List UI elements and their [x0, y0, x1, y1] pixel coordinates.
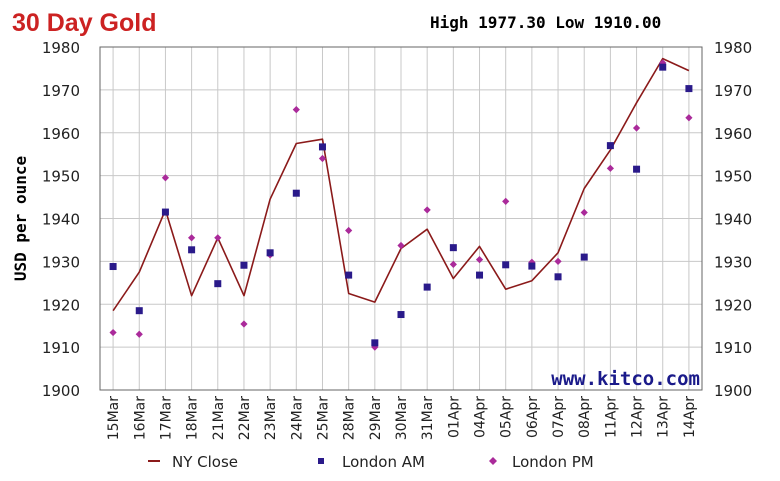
london-am-point	[109, 263, 117, 271]
x-tick-label: 13Apr	[656, 396, 672, 438]
london-am-point	[188, 246, 196, 254]
london-pm-point	[502, 197, 510, 205]
london-pm-point	[685, 114, 693, 122]
y-tick-label-right: 1950	[714, 168, 752, 186]
london-am-point	[502, 261, 510, 269]
london-am-point	[554, 273, 562, 281]
legend-label-london-pm: London PM	[512, 453, 594, 471]
x-tick-label: 12Apr	[630, 396, 646, 438]
london-pm-point	[449, 260, 457, 268]
london-am-point	[476, 271, 484, 279]
x-tick-label: 21Mar	[211, 396, 227, 440]
x-tick-label: 18Mar	[185, 396, 201, 440]
london-am-point	[345, 271, 353, 279]
x-tick-label: 15Mar	[106, 396, 122, 440]
legend-swatch-london-am	[318, 458, 324, 464]
london-am-point	[423, 283, 431, 291]
london-pm-point	[632, 124, 641, 132]
y-tick-label-right: 1940	[714, 211, 752, 229]
high-label: High	[430, 13, 469, 32]
london-pm-point	[135, 330, 143, 338]
y-tick-label-left: 1950	[42, 168, 80, 186]
y-tick-label-right: 1960	[714, 125, 752, 143]
london-am-point	[292, 189, 300, 197]
x-tick-label: 07Apr	[551, 396, 567, 438]
y-tick-label-left: 1960	[42, 125, 80, 143]
low-label: Low	[555, 13, 585, 32]
x-tick-label: 28Mar	[342, 396, 358, 440]
y-tick-label-left: 1980	[42, 39, 80, 57]
x-tick-label: 23Mar	[263, 396, 279, 440]
x-tick-label: 01Apr	[446, 396, 462, 438]
x-tick-label: 16Mar	[132, 396, 148, 440]
legend-swatch-london-pm	[489, 457, 497, 465]
x-tick-label: 05Apr	[499, 396, 515, 438]
x-tick-label: 30Mar	[394, 396, 410, 440]
legend-label-london-am: London AM	[342, 453, 425, 471]
london-pm-point	[109, 328, 117, 337]
low-value: 1910.00	[593, 13, 662, 32]
london-pm-point	[554, 257, 562, 265]
high-value: 1977.30	[478, 13, 546, 32]
y-tick-label-left: 1970	[42, 82, 80, 100]
x-tick-label: 25Mar	[315, 396, 331, 440]
y-tick-label-right: 1980	[714, 39, 752, 57]
london-pm-point	[475, 256, 484, 264]
london-am-point	[685, 85, 693, 93]
y-tick-label-right: 1930	[714, 253, 752, 271]
x-tick-label: 14Apr	[682, 396, 698, 438]
london-pm-point	[318, 154, 327, 163]
y-tick-label-right: 1910	[714, 339, 752, 357]
y-tick-label-left: 1920	[42, 296, 80, 314]
high-low-readout: High 1977.30 Low 1910.00	[430, 13, 661, 32]
london-am-point	[240, 261, 248, 269]
y-tick-label-left: 1910	[42, 339, 80, 357]
x-tick-label: 11Apr	[603, 396, 619, 438]
london-am-point	[397, 311, 405, 319]
london-am-point	[606, 142, 614, 150]
london-am-point	[135, 307, 143, 315]
london-am-point	[161, 208, 169, 216]
x-tick-label: 22Mar	[237, 396, 253, 440]
london-pm-point	[580, 208, 588, 217]
london-pm-point	[240, 320, 248, 328]
chart-title: 30 Day Gold	[12, 9, 157, 37]
london-pm-point	[606, 164, 614, 172]
y-tick-label-left: 1900	[42, 382, 80, 400]
x-tick-label: 04Apr	[473, 396, 489, 438]
london-am-point	[580, 253, 588, 261]
y-tick-label-left: 1930	[42, 253, 80, 271]
london-am-point	[659, 63, 667, 71]
london-am-point	[449, 244, 457, 252]
london-am-point	[266, 249, 274, 257]
london-pm-point	[345, 226, 353, 235]
x-tick-label: 08Apr	[577, 396, 593, 438]
x-tick-label: 29Mar	[368, 396, 384, 440]
london-am-point	[214, 280, 222, 288]
y-tick-label-right: 1920	[714, 296, 752, 314]
london-pm-point	[214, 234, 222, 242]
london-pm-point	[188, 234, 196, 242]
london-pm-point	[292, 105, 300, 114]
london-am-point	[528, 262, 536, 270]
watermark: www.kitco.com	[551, 368, 700, 390]
x-tick-label: 24Mar	[289, 396, 305, 440]
x-tick-label: 06Apr	[525, 396, 541, 438]
plot-frame	[99, 46, 703, 391]
legend-label-ny-close: NY Close	[172, 453, 238, 471]
london-pm-point	[423, 206, 431, 214]
london-am-point	[318, 143, 326, 151]
london-pm-point	[397, 241, 405, 250]
y-tick-label-right: 1970	[714, 82, 752, 100]
y-tick-label-left: 1940	[42, 211, 80, 229]
london-am-point	[633, 165, 641, 173]
y-tick-label-right: 1900	[714, 382, 752, 400]
x-tick-label: 17Mar	[158, 396, 174, 440]
y-axis-label: USD per ounce	[11, 156, 30, 281]
london-pm-point	[161, 174, 170, 182]
london-am-point	[371, 339, 379, 347]
x-tick-label: 31Mar	[420, 396, 436, 440]
